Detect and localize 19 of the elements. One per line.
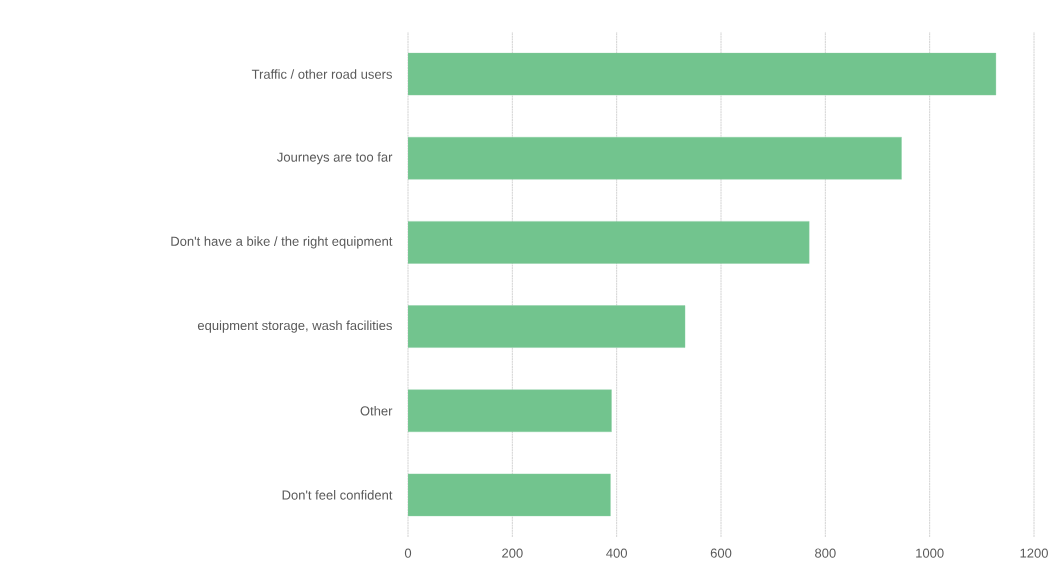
y-tick-label: Journeys are too far <box>277 152 393 165</box>
bar <box>408 473 611 517</box>
y-tick-label: equipment storage, wash facilities <box>197 320 392 333</box>
y-tick-label: Traffic / other road users <box>251 69 392 79</box>
x-tick-label: 400 <box>606 548 628 558</box>
x-tick-label: 600 <box>710 548 732 558</box>
bar <box>408 305 686 348</box>
x-tick-label: 1000 <box>916 548 944 558</box>
bar <box>408 389 612 432</box>
bar <box>408 221 810 264</box>
y-tick-label: Don't have a bike / the right equipment <box>171 236 393 249</box>
y-tick-label: Other <box>360 405 393 416</box>
bar <box>408 137 902 180</box>
bar <box>408 52 997 96</box>
x-tick-label: 800 <box>815 548 836 558</box>
x-tick-label: 1200 <box>1020 548 1048 558</box>
x-tick-label: 0 <box>404 548 412 558</box>
x-tick-label: 200 <box>502 548 523 558</box>
y-tick-label: Don't feel confident <box>282 490 393 500</box>
